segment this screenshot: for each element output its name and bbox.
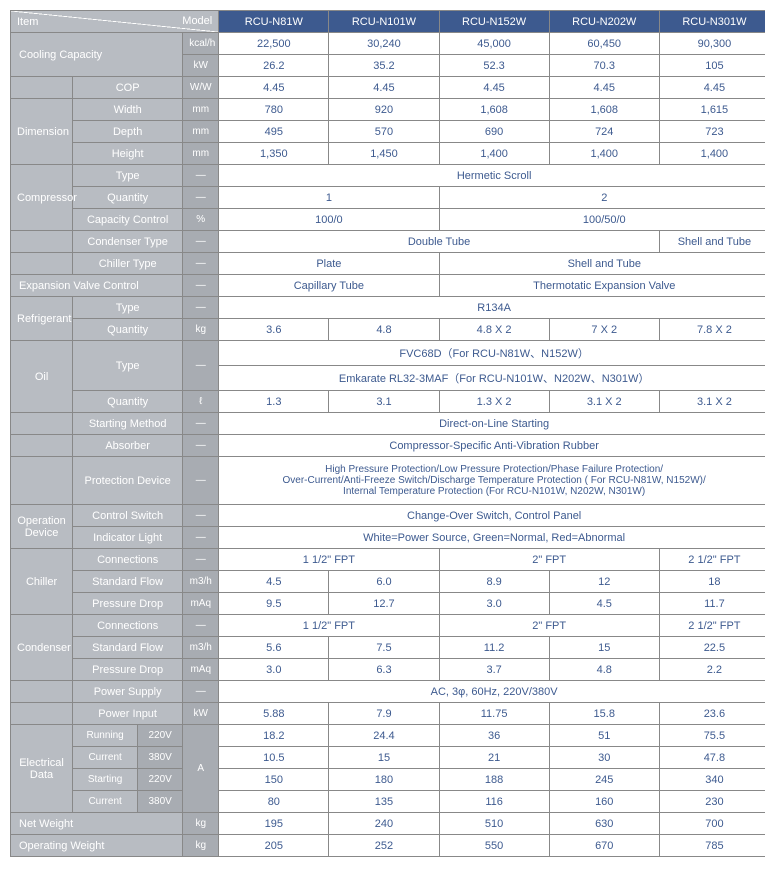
chiller-label: Chiller	[11, 549, 73, 615]
model-4: RCU-N301W	[659, 11, 765, 33]
protection-text: High Pressure Protection/Low Pressure Pr…	[219, 457, 765, 505]
header-diag: ItemModel	[11, 11, 219, 33]
cooling-kw-unit: kW	[183, 55, 219, 77]
cooling-label: Cooling Capacity	[11, 33, 183, 77]
oil-label: Oil	[11, 341, 73, 413]
model-2: RCU-N152W	[439, 11, 549, 33]
spec-table: ItemModel RCU-N81W RCU-N101W RCU-N152W R…	[10, 10, 765, 857]
cond-label: Condenser	[11, 615, 73, 681]
cop-label: COP	[73, 77, 183, 99]
model-0: RCU-N81W	[219, 11, 329, 33]
refr-label: Refrigerant	[11, 297, 73, 341]
op-label: Operation Device	[11, 505, 73, 549]
model-3: RCU-N202W	[549, 11, 659, 33]
model-1: RCU-N101W	[329, 11, 439, 33]
dim-label: Dimension	[11, 99, 73, 165]
comp-label: Compressor	[11, 165, 73, 231]
cooling-kcal-unit: kcal/h	[183, 33, 219, 55]
elec-label: Electrical Data	[11, 725, 73, 813]
